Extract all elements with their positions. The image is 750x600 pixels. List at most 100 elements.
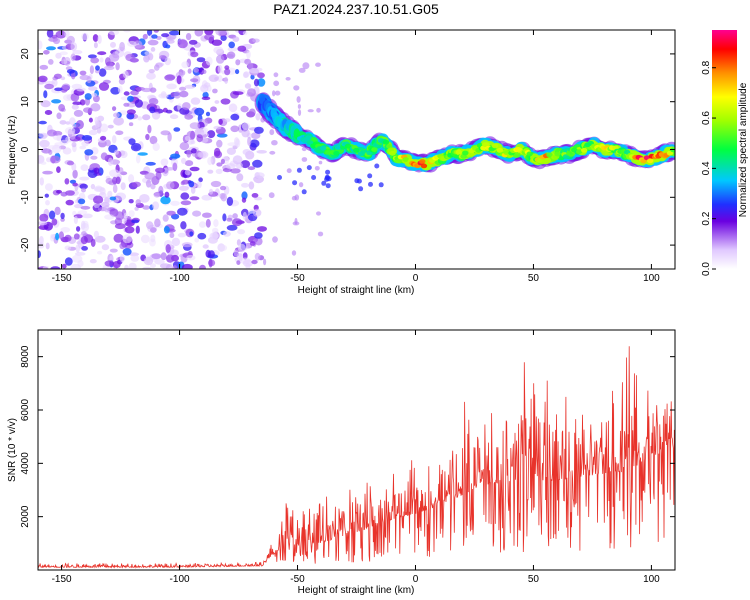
noise-blob [186,149,192,158]
noise-blob [100,152,108,160]
signal-blob [666,150,674,156]
noise-blob [210,232,218,241]
noise-blob [269,129,275,136]
noise-blob [46,30,54,38]
noise-blob [226,224,238,231]
noise-blob [142,266,152,269]
signal-blob [581,147,588,153]
noise-blob [159,55,167,60]
noise-blob [220,185,227,191]
noise-blob [54,206,61,216]
noise-blob [93,230,99,239]
noise-blob [50,155,61,164]
noise-blob [134,206,139,211]
noise-blob [256,150,268,154]
noise-blob [214,147,221,157]
noise-blob [87,54,97,59]
noise-blob [170,153,181,159]
noise-blob [189,166,200,172]
noise-blob [122,70,129,79]
noise-blob [189,196,200,201]
signal-blob [419,159,426,164]
noise-blob [79,145,87,150]
y-tick-label: -20 [20,237,31,252]
noise-blob [230,113,240,121]
signal-blob [554,151,561,157]
noise-blob [250,132,261,140]
noise-blob [151,253,162,260]
noise-blob [99,187,106,196]
noise-blob [49,233,55,242]
noise-blob [241,122,251,130]
noise-blob [71,141,77,148]
noise-blob [207,130,216,139]
noise-blob [44,110,53,115]
noise-blob [181,157,187,164]
noise-blob [166,254,175,263]
noise-blob [208,258,213,268]
noise-blob [56,166,61,174]
noise-blob [128,138,136,146]
noise-blob [316,211,321,216]
noise-blob [38,40,43,50]
noise-blob [211,39,223,46]
noise-blob [42,170,53,175]
noise-blob [39,213,49,222]
noise-blob [60,76,66,81]
y-tick-label: 0 [20,146,31,152]
noise-blob [90,57,100,64]
noise-blob [194,30,204,37]
noise-blob [59,120,67,125]
noise-blob [149,135,158,145]
noise-blob [130,90,139,96]
noise-blob [232,213,238,219]
signal-blob [306,140,314,146]
noise-blob [255,113,261,121]
signal-blob [305,135,312,141]
noise-blob [302,62,310,70]
y-tick-label: -10 [20,190,31,205]
signal-blob [389,150,396,156]
noise-blob [224,76,229,84]
noise-blob [273,72,279,78]
noise-blob [89,166,94,171]
noise-blob [181,242,193,248]
noise-blob [40,100,51,108]
noise-blob [107,157,114,166]
noise-blob [79,176,90,181]
noise-blob [130,254,140,262]
noise-blob [213,125,222,130]
noise-blob [90,183,96,190]
noise-blob [145,179,152,188]
noise-blob [128,262,137,269]
noise-blob [224,68,231,76]
figure-title: PAZ1.2024.237.10.51.G05 [273,1,439,17]
signal-blob [321,180,327,186]
signal-blob [576,149,583,155]
noise-blob [189,231,194,237]
noise-blob [90,155,98,160]
noise-blob [226,51,236,59]
noise-blob [193,67,199,73]
noise-blob [207,169,214,174]
noise-blob [153,30,159,33]
noise-blob [204,33,215,41]
noise-blob [184,160,194,167]
x-tick-label: 0 [413,273,419,284]
heatmap-noise-region [38,30,324,269]
noise-blob [100,135,107,141]
noise-blob [237,229,246,235]
noise-blob [55,30,67,39]
noise-blob [109,248,118,253]
x-tick-label: 100 [643,574,660,585]
noise-blob [176,75,182,85]
noise-blob [105,57,111,66]
noise-blob [241,182,249,188]
noise-blob [147,124,152,134]
noise-blob [113,112,120,118]
noise-blob [228,41,235,49]
noise-blob [273,80,280,87]
noise-blob [268,192,275,199]
noise-blob [73,216,78,224]
